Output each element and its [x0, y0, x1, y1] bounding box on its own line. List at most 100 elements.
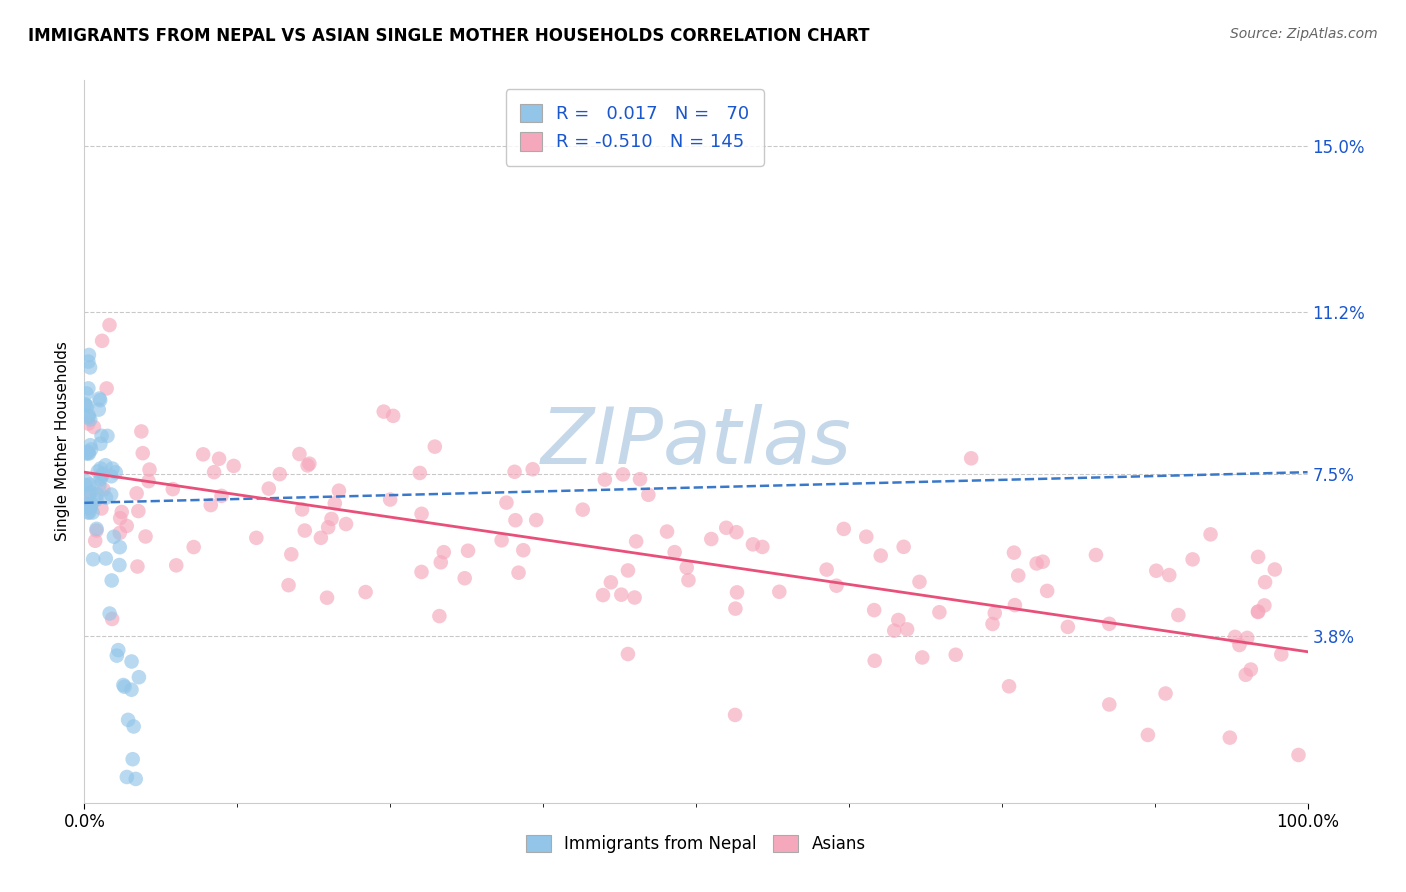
Point	[82, 506, 104, 520]
Point	[125, 772, 148, 786]
Point	[1056, 620, 1078, 634]
Point	[378, 492, 401, 507]
Point	[429, 555, 451, 569]
Point	[90, 429, 112, 443]
Point	[1223, 630, 1246, 644]
Point	[89, 461, 111, 475]
Point	[896, 623, 918, 637]
Point	[79, 501, 101, 516]
Point	[309, 531, 332, 545]
Point	[1154, 686, 1177, 700]
Point	[1144, 564, 1167, 578]
Point	[998, 679, 1021, 693]
Point	[87, 464, 110, 478]
Point	[79, 505, 101, 519]
Point	[1288, 747, 1310, 762]
Point	[90, 501, 112, 516]
Point	[593, 473, 616, 487]
Point	[429, 609, 451, 624]
Point	[94, 458, 117, 473]
Point	[1036, 583, 1059, 598]
Point	[86, 522, 108, 536]
Point	[86, 487, 108, 501]
Point	[863, 654, 886, 668]
Point	[200, 498, 222, 512]
Point	[108, 540, 131, 554]
Point	[86, 492, 108, 507]
Point	[79, 412, 101, 426]
Point	[79, 477, 101, 491]
Point	[127, 504, 149, 518]
Point	[96, 381, 118, 395]
Point	[108, 511, 131, 525]
Point	[86, 524, 108, 538]
Point	[855, 530, 877, 544]
Point	[269, 467, 291, 482]
Point	[277, 578, 299, 592]
Point	[1136, 728, 1159, 742]
Point	[94, 551, 117, 566]
Legend: Immigrants from Nepal, Asians: Immigrants from Nepal, Asians	[519, 828, 873, 860]
Point	[121, 752, 143, 766]
Point	[832, 522, 855, 536]
Point	[815, 563, 838, 577]
Point	[294, 524, 316, 538]
Point	[183, 540, 205, 554]
Point	[354, 585, 377, 599]
Point	[768, 584, 790, 599]
Point	[75, 399, 97, 413]
Point	[77, 506, 100, 520]
Point	[1002, 546, 1025, 560]
Point	[76, 444, 98, 458]
Point	[610, 588, 633, 602]
Point	[1219, 731, 1241, 745]
Point	[127, 559, 149, 574]
Point	[80, 485, 103, 500]
Point	[612, 467, 634, 482]
Point	[131, 425, 153, 439]
Point	[742, 537, 765, 551]
Point	[316, 591, 339, 605]
Point	[503, 465, 526, 479]
Point	[321, 512, 343, 526]
Point	[1229, 638, 1251, 652]
Point	[1234, 667, 1257, 681]
Point	[1236, 631, 1258, 645]
Point	[678, 573, 700, 587]
Point	[73, 397, 96, 411]
Point	[893, 540, 915, 554]
Point	[115, 770, 138, 784]
Point	[716, 521, 738, 535]
Point	[77, 348, 100, 362]
Point	[1167, 608, 1189, 623]
Point	[491, 533, 513, 548]
Point	[91, 467, 114, 481]
Point	[508, 566, 530, 580]
Point	[960, 451, 983, 466]
Point	[108, 525, 131, 540]
Point	[105, 648, 128, 663]
Point	[1253, 599, 1275, 613]
Point	[77, 354, 100, 368]
Point	[1025, 557, 1047, 571]
Point	[911, 650, 934, 665]
Point	[83, 420, 105, 434]
Point	[112, 678, 135, 692]
Point	[883, 624, 905, 638]
Point	[599, 575, 621, 590]
Point	[724, 707, 747, 722]
Point	[495, 495, 517, 509]
Point	[90, 470, 112, 484]
Point	[751, 540, 773, 554]
Point	[76, 489, 98, 503]
Point	[1159, 568, 1181, 582]
Point	[75, 478, 97, 492]
Point	[89, 392, 111, 406]
Point	[1247, 549, 1270, 564]
Point	[75, 475, 97, 489]
Point	[77, 410, 100, 425]
Point	[316, 520, 339, 534]
Point	[98, 607, 121, 621]
Point	[592, 588, 614, 602]
Point	[1098, 698, 1121, 712]
